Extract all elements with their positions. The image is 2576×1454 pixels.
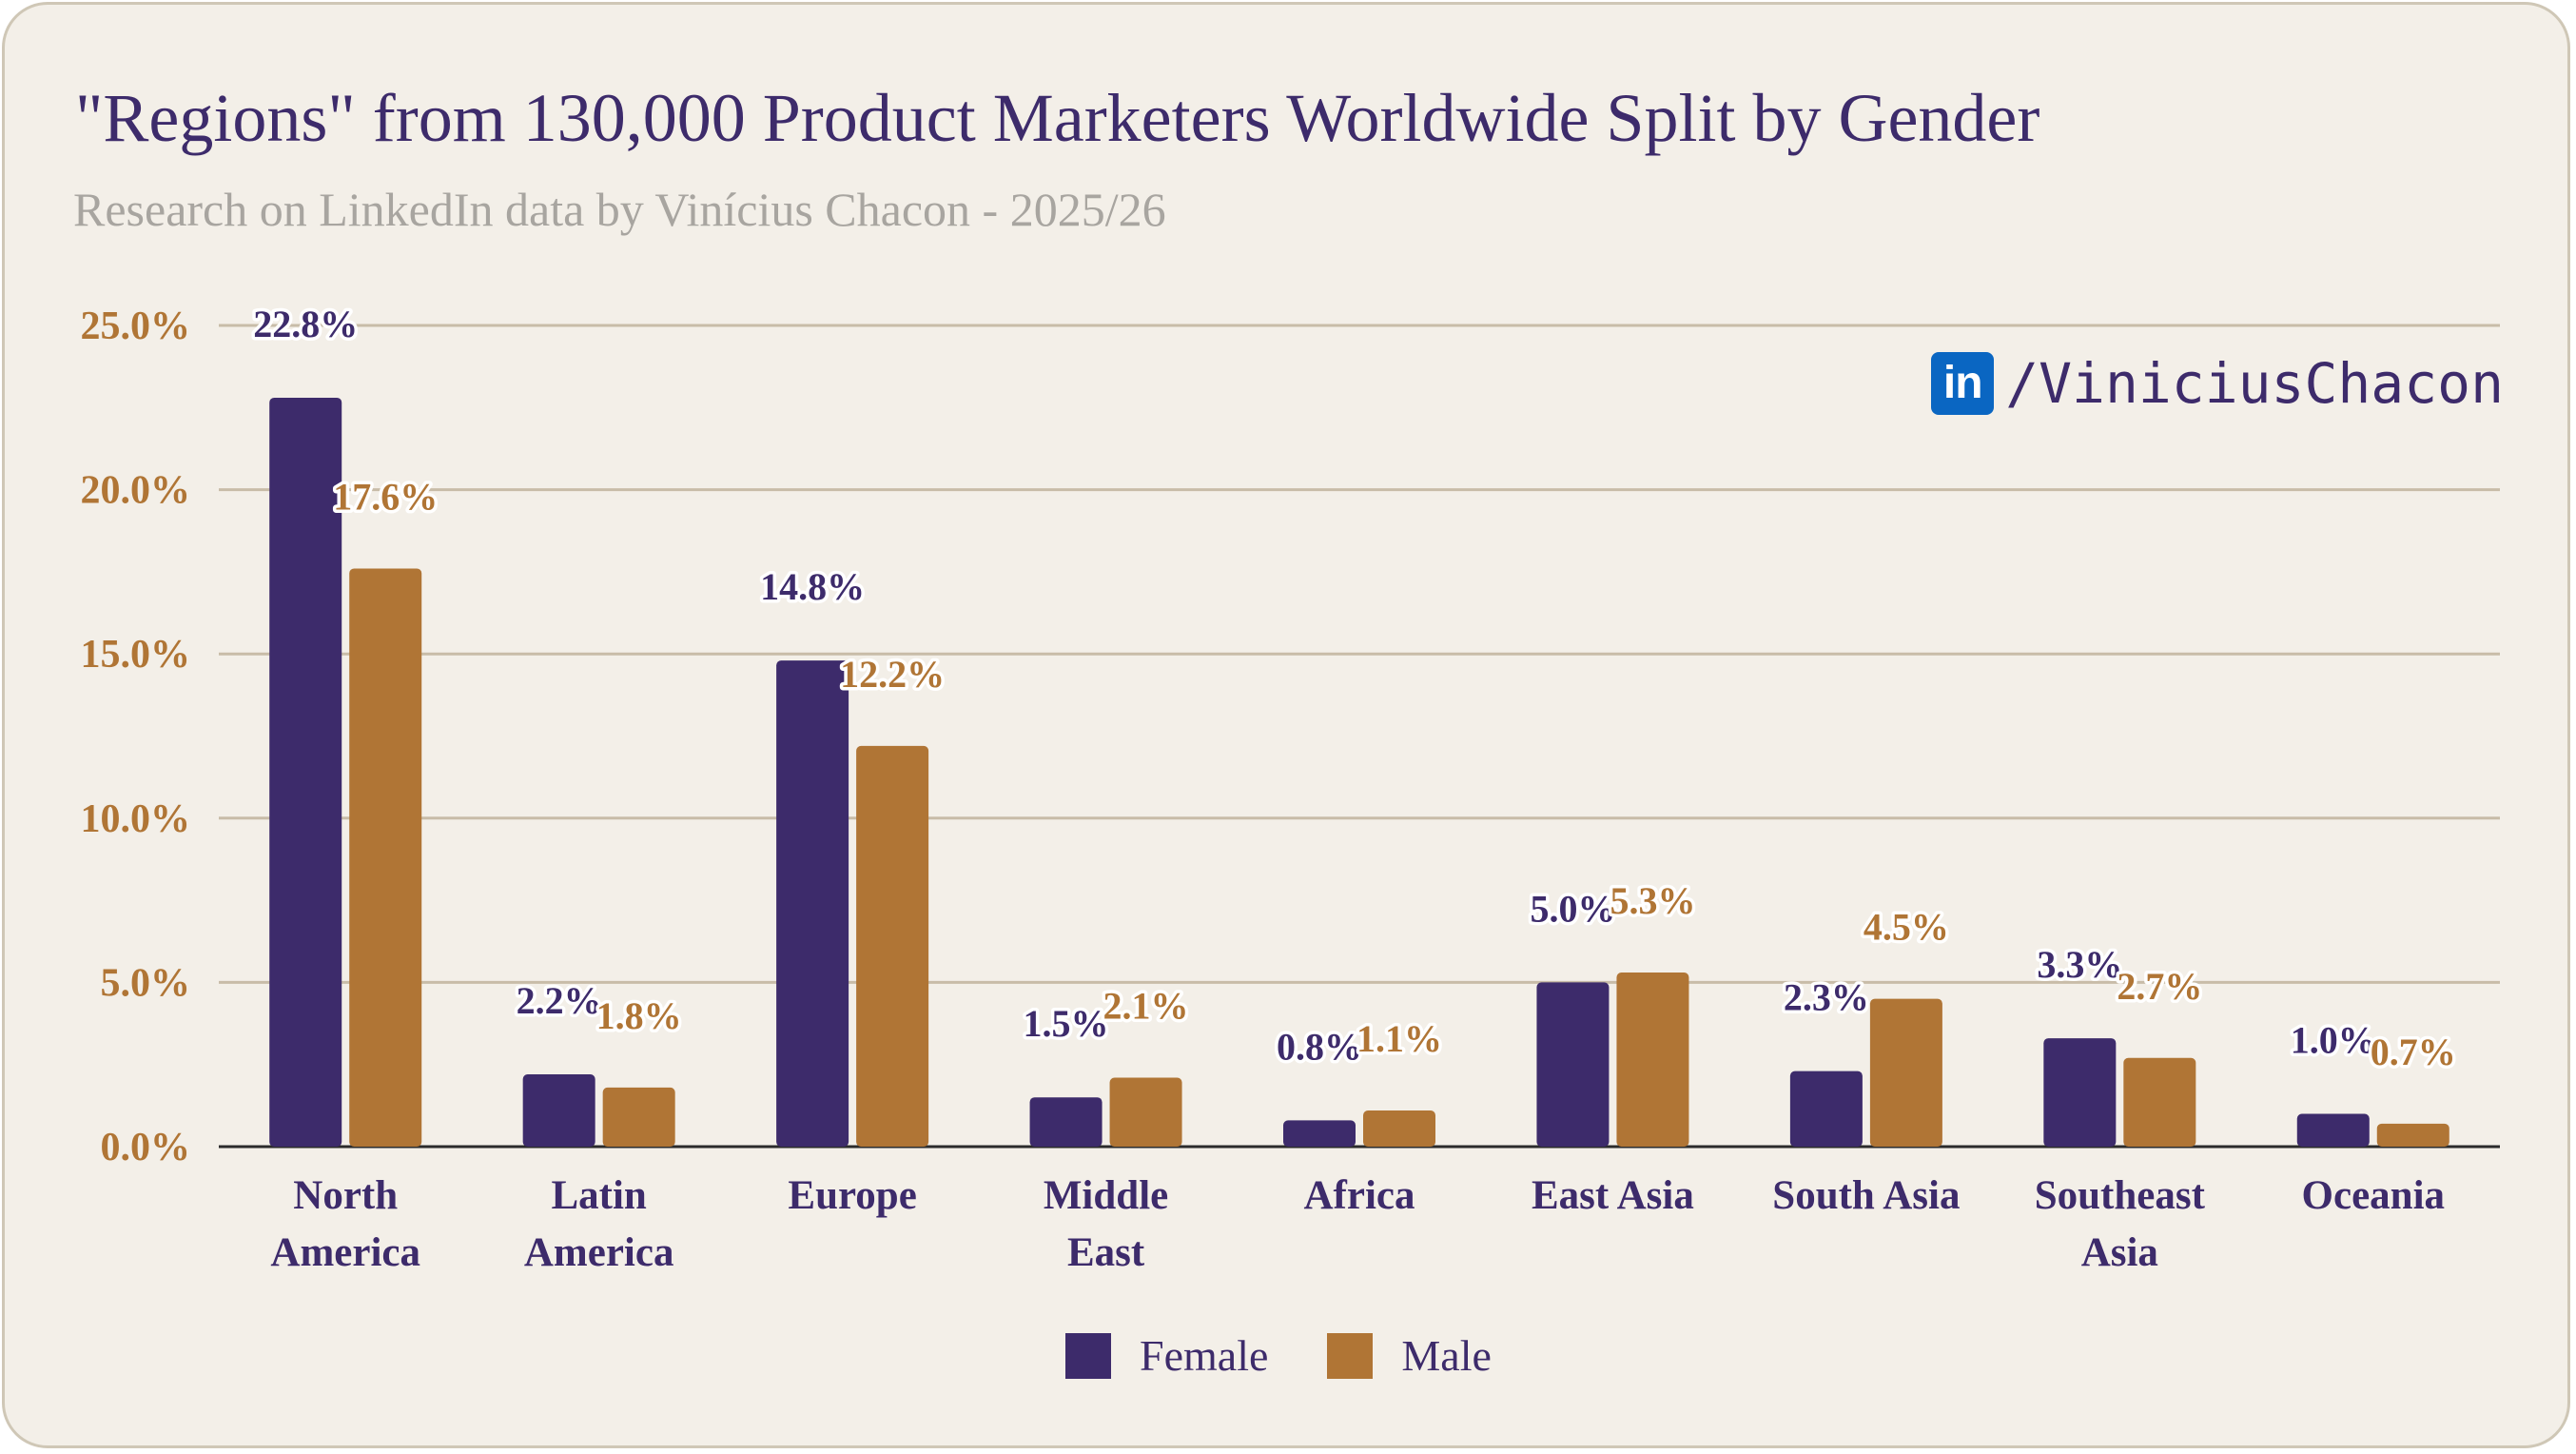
bar-female xyxy=(776,660,849,1147)
data-label-female: 14.8% xyxy=(760,565,865,608)
legend-swatch-female xyxy=(1065,1332,1111,1379)
data-label-female: 2.3% xyxy=(1784,976,1869,1019)
bar-female xyxy=(1029,1097,1103,1147)
data-label-male: 2.1% xyxy=(1103,985,1189,1028)
data-label-female: 5.0% xyxy=(1530,887,1615,930)
x-tick-label-line: Oceania xyxy=(2302,1173,2445,1218)
data-label-female: 22.8% xyxy=(253,303,358,345)
data-label-female: 2.2% xyxy=(517,979,602,1022)
x-tick-label: Europe xyxy=(788,1173,916,1218)
linkedin-icon: in xyxy=(1931,352,1995,415)
data-label-male: 0.7% xyxy=(2371,1031,2456,1073)
x-tick-label: Southeast Asia xyxy=(2035,1173,2206,1275)
x-tick-label-line: Southeast xyxy=(2035,1173,2206,1218)
data-label-female: 1.0% xyxy=(2291,1018,2376,1061)
chart-legend: Female Male xyxy=(1065,1330,1551,1381)
x-tick-label: North America xyxy=(270,1173,420,1275)
bar-male xyxy=(856,745,929,1147)
x-tick-label: Africa xyxy=(1304,1173,1415,1218)
x-tick-label-line: Latin xyxy=(551,1173,646,1218)
data-label-male: 2.7% xyxy=(2117,965,2202,1008)
x-tick-label-line: Asia xyxy=(2081,1230,2158,1275)
y-tick-label: 15.0% xyxy=(81,633,191,677)
x-tick-label-line: Africa xyxy=(1304,1173,1415,1218)
y-tick-label: 10.0% xyxy=(81,797,191,841)
bar-female xyxy=(1283,1120,1356,1147)
x-tick-label-line: Middle xyxy=(1044,1173,1168,1218)
x-tick-label: Middle East xyxy=(1044,1173,1168,1275)
chart-subtitle: Research on LinkedIn data by Vinícius Ch… xyxy=(73,183,1166,236)
bar-female xyxy=(1536,982,1610,1147)
bar-male xyxy=(2376,1123,2449,1147)
data-label-female: 3.3% xyxy=(2037,943,2122,986)
x-tick-label-line: Europe xyxy=(788,1173,916,1218)
bar-male xyxy=(2123,1057,2196,1147)
y-tick-label: 25.0% xyxy=(81,305,191,348)
data-label-female: 0.8% xyxy=(1277,1025,1362,1068)
bar-male xyxy=(1616,973,1689,1147)
legend-label-female: Female xyxy=(1140,1331,1269,1380)
bar-male xyxy=(1109,1077,1182,1147)
bar-female xyxy=(269,397,342,1148)
x-tick-label-line: America xyxy=(524,1230,674,1275)
y-tick-label: 0.0% xyxy=(101,1126,191,1169)
bar-male xyxy=(602,1087,675,1147)
x-tick-label-line: South Asia xyxy=(1772,1173,1960,1218)
linkedin-handle: /ViniciusChacon xyxy=(2005,351,2504,416)
x-tick-label-line: East Asia xyxy=(1532,1173,1694,1218)
data-label-male: 1.1% xyxy=(1356,1017,1442,1060)
data-label-female: 1.5% xyxy=(1024,1002,1109,1045)
data-label-male: 5.3% xyxy=(1610,879,1695,922)
x-tick-label-line: North xyxy=(293,1173,398,1218)
x-tick-label-line: East xyxy=(1067,1230,1145,1275)
x-tick-label: Latin America xyxy=(524,1173,674,1275)
y-tick-label: 5.0% xyxy=(101,961,191,1005)
bar-female xyxy=(1789,1071,1863,1147)
linkedin-brand: in /ViniciusChacon xyxy=(1931,351,2504,416)
legend-item-male: Male xyxy=(1327,1330,1492,1381)
data-label-male: 1.8% xyxy=(596,994,682,1037)
bar-female xyxy=(2296,1113,2370,1147)
bar-male xyxy=(1363,1110,1435,1147)
data-label-male: 12.2% xyxy=(840,653,945,696)
data-label-male: 17.6% xyxy=(333,475,438,518)
legend-label-male: Male xyxy=(1401,1331,1492,1380)
bar-male xyxy=(1869,998,1942,1147)
bar-female xyxy=(522,1074,595,1147)
legend-swatch-male xyxy=(1327,1332,1374,1379)
bar-female xyxy=(2043,1038,2117,1147)
x-tick-label: Oceania xyxy=(2302,1173,2445,1218)
chart-title: "Regions" from 130,000 Product Marketers… xyxy=(75,80,2040,156)
x-tick-label: East Asia xyxy=(1532,1173,1694,1218)
legend-item-female: Female xyxy=(1065,1330,1268,1381)
x-tick-label-line: America xyxy=(270,1230,420,1275)
y-tick-label: 20.0% xyxy=(81,469,191,513)
x-tick-label: South Asia xyxy=(1772,1173,1960,1218)
bar-male xyxy=(349,568,422,1147)
data-label-male: 4.5% xyxy=(1864,906,1949,949)
